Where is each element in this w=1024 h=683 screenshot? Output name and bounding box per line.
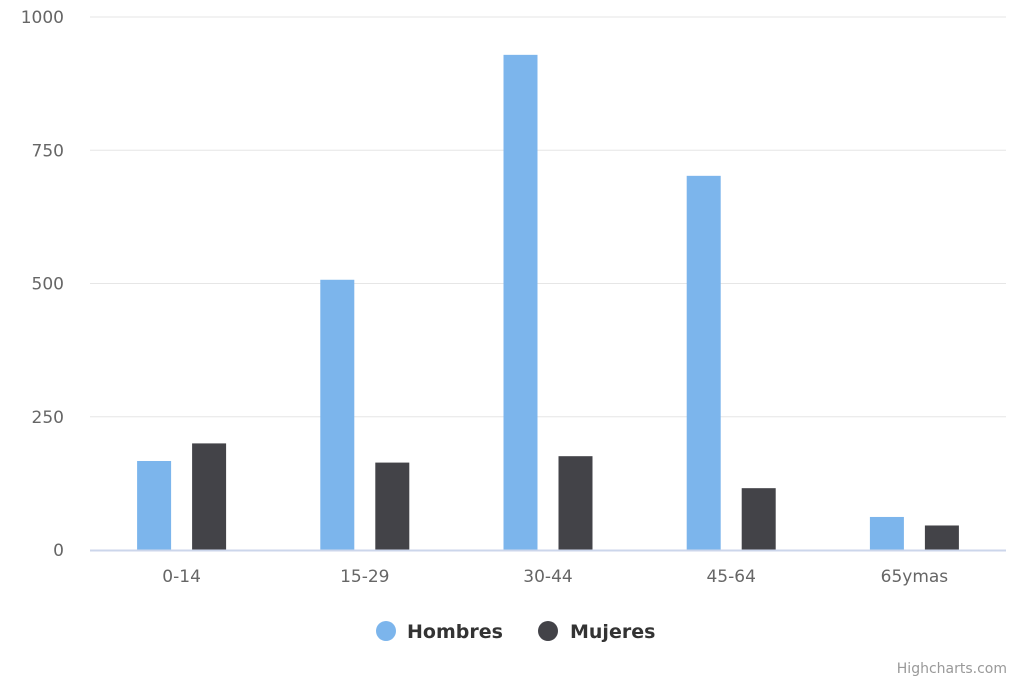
y-tick-label: 500: [32, 275, 64, 295]
legend-label: Hombres: [407, 621, 503, 643]
legend-item-hombres[interactable]: Hombres: [376, 621, 503, 643]
x-tick-label: 0-14: [162, 567, 201, 587]
x-tick-label: 30-44: [523, 567, 572, 587]
x-tick-label: 65ymas: [881, 567, 949, 587]
bar-mujeres-30-44[interactable]: [558, 456, 593, 550]
x-axis-ticks: 0-14 15-29 30-44 45-64 65ymas: [162, 567, 948, 587]
legend-marker: [376, 621, 396, 641]
x-tick-label: 45-64: [706, 567, 755, 587]
bar-hombres-65ymas[interactable]: [869, 516, 904, 550]
y-tick-label: 750: [32, 141, 64, 161]
y-tick-label: 0: [53, 541, 64, 561]
bar-hombres-15-29[interactable]: [320, 279, 355, 550]
bar-hombres-0-14[interactable]: [137, 460, 172, 550]
bar-hombres-30-44[interactable]: [503, 54, 538, 551]
credits-link[interactable]: Highcharts.com: [896, 661, 1007, 677]
bar-hombres-45-64[interactable]: [686, 175, 721, 551]
y-tick-label: 1000: [21, 8, 64, 28]
bar-mujeres-0-14[interactable]: [192, 443, 227, 550]
legend-item-mujeres[interactable]: Mujeres: [538, 621, 655, 643]
legend-label: Mujeres: [570, 621, 655, 643]
grid-lines: [90, 16, 1006, 418]
x-tick-label: 15-29: [340, 567, 389, 587]
bars: [137, 54, 959, 551]
legend-marker: [538, 621, 558, 641]
bar-mujeres-65ymas[interactable]: [924, 525, 959, 550]
y-axis-ticks: 0 250 500 750 1000: [21, 8, 64, 561]
bar-mujeres-45-64[interactable]: [741, 488, 776, 550]
y-tick-label: 250: [32, 408, 64, 428]
bar-mujeres-15-29[interactable]: [375, 462, 410, 550]
legend: Hombres Mujeres: [376, 621, 655, 643]
